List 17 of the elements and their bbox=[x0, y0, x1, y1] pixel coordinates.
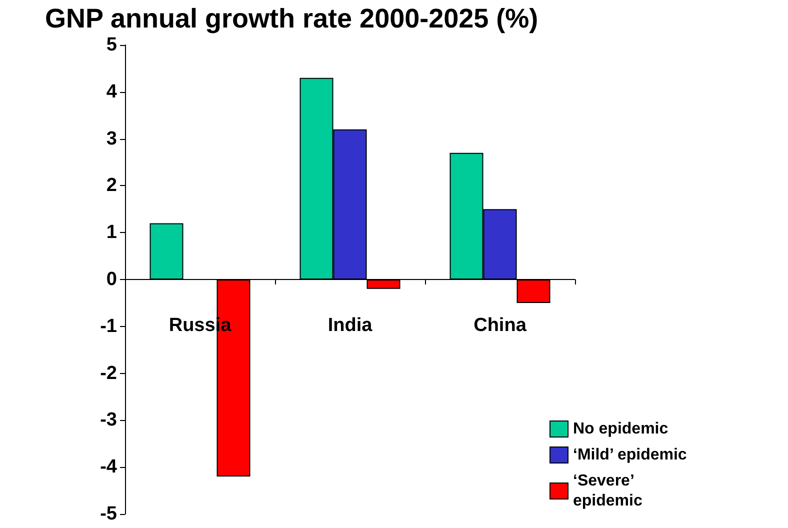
y-tick-label: 1 bbox=[106, 222, 118, 244]
y-tick-label: 5 bbox=[106, 34, 118, 56]
y-tick-label: 3 bbox=[106, 128, 117, 150]
chart-title: GNP annual growth rate 2000-2025 (%) bbox=[45, 4, 538, 34]
y-tick-label: -1 bbox=[100, 316, 118, 337]
y-tick-label: -4 bbox=[100, 456, 118, 478]
y-tick-label: 0 bbox=[106, 269, 117, 290]
legend-label: ‘Severe’ epidemic bbox=[573, 472, 642, 510]
y-tick-label: -5 bbox=[100, 504, 118, 524]
y-tick-label: 2 bbox=[106, 175, 117, 196]
y-tick-label: 4 bbox=[106, 81, 118, 102]
x-tick-label: China bbox=[474, 315, 527, 336]
y-tick-label: -2 bbox=[100, 362, 117, 384]
legend-label: No epidemic bbox=[573, 420, 668, 438]
x-tick-label: India bbox=[328, 315, 373, 336]
y-tick-label: -3 bbox=[100, 410, 117, 431]
legend-label: ‘Mild’ epidemic bbox=[573, 446, 687, 464]
